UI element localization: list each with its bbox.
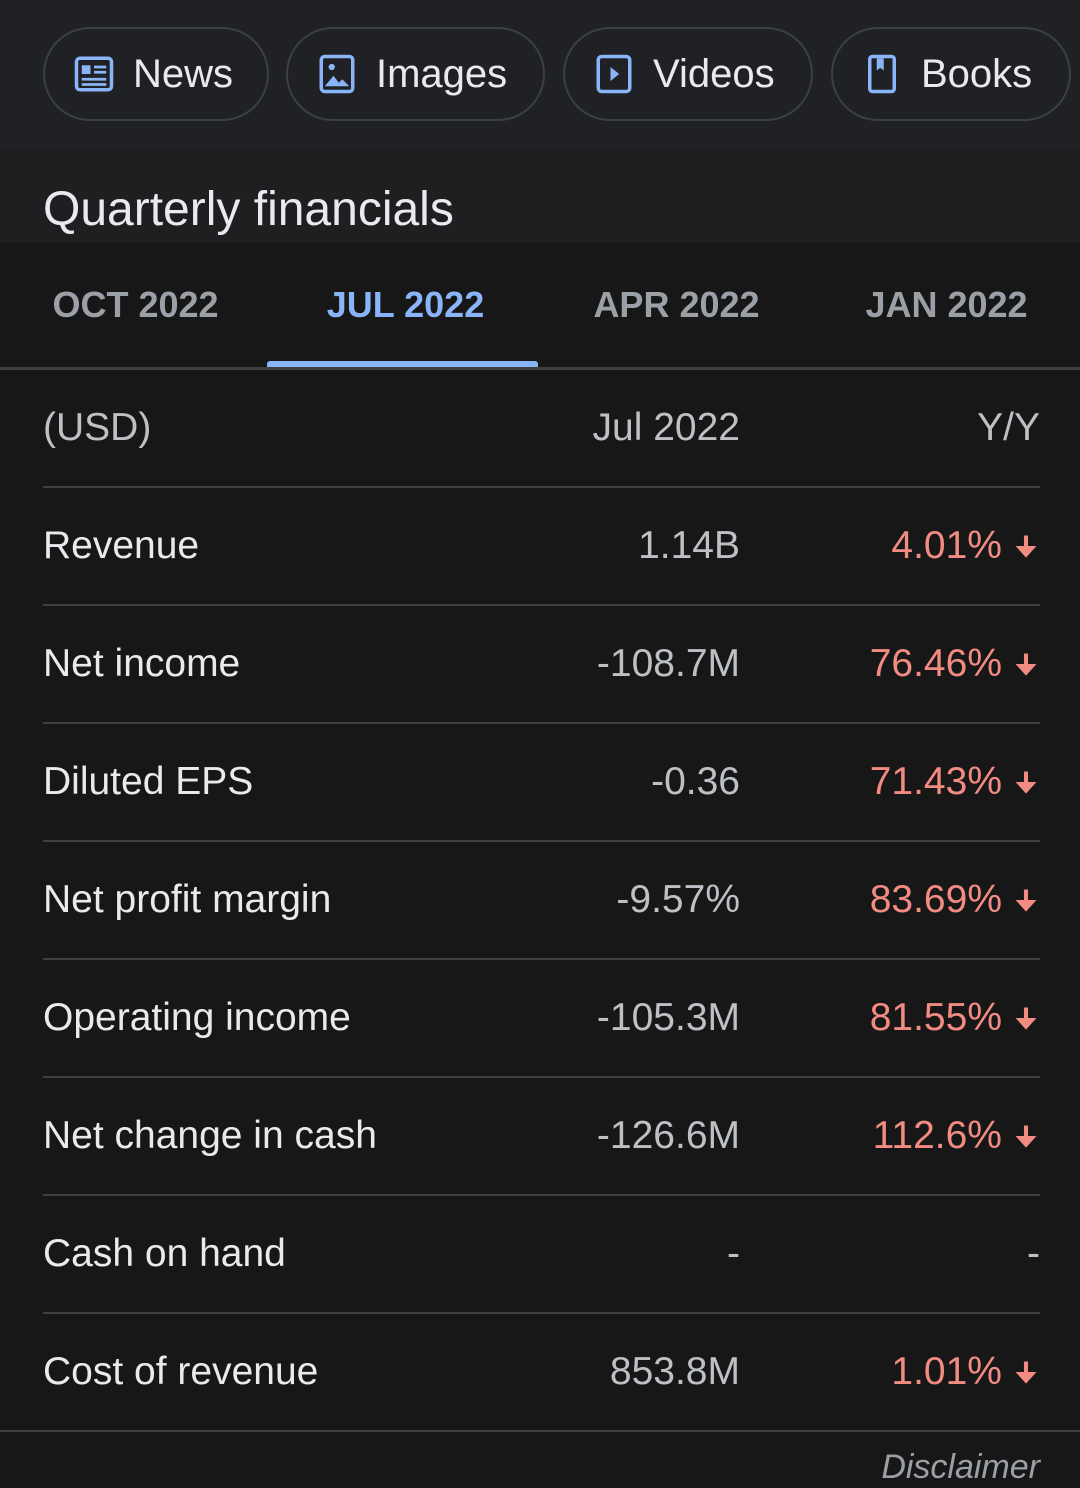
change-text: 81.55% [869, 996, 1002, 1039]
image-icon [319, 54, 355, 94]
tab-oct-2022[interactable]: OCT 2022 [52, 284, 219, 325]
news-icon [74, 56, 114, 92]
row-change: 4.01% [891, 524, 1040, 568]
row-label: Net profit margin [43, 878, 332, 921]
row-label: Operating income [43, 996, 351, 1039]
row-value: -105.3M [596, 996, 740, 1039]
change-text: 71.43% [869, 760, 1002, 803]
table-header: (USD) Jul 2022 Y/Y [43, 370, 1040, 488]
chip-videos[interactable]: Videos [563, 27, 813, 121]
table-row: Diluted EPS -0.36 71.43% [43, 724, 1040, 842]
row-label: Cash on hand [43, 1232, 286, 1275]
row-change: - [1027, 1232, 1040, 1276]
financials-table: (USD) Jul 2022 Y/Y Revenue 1.14B 4.01% Ne… [0, 370, 1080, 1432]
chip-label: Videos [653, 51, 775, 96]
table-row: Net profit margin -9.57% 83.69% [43, 842, 1040, 960]
chip-label: News [133, 51, 234, 96]
row-value: 1.14B [638, 524, 740, 567]
change-text: 4.01% [891, 524, 1002, 567]
row-change: 71.43% [870, 760, 1040, 804]
chip-images[interactable]: Images [286, 27, 545, 121]
row-value: - [727, 1232, 740, 1275]
row-value: 853.8M [609, 1350, 740, 1393]
quarter-tabs: OCT 2022 JUL 2022 APR 2022 JAN 2022 [0, 243, 1080, 370]
change-text: 76.46% [869, 642, 1002, 685]
change-text: 112.6% [872, 1114, 1002, 1157]
table-row: Revenue 1.14B 4.01% [43, 488, 1040, 606]
table-row: Cash on hand - - [43, 1196, 1040, 1314]
row-change: 81.55% [870, 996, 1040, 1040]
row-label: Cost of revenue [43, 1350, 319, 1393]
row-label: Revenue [43, 524, 200, 567]
chip-label: Images [376, 51, 508, 96]
row-change: 83.69% [870, 878, 1040, 922]
table-row: Operating income -105.3M 81.55% [43, 960, 1040, 1078]
table-row: Cost of revenue 853.8M 1.01% [0, 1314, 1080, 1432]
arrow-down-icon [1015, 1125, 1037, 1148]
row-change: 1.01% [891, 1350, 1040, 1394]
arrow-down-icon [1015, 653, 1037, 676]
table-row: Net income -108.7M 76.46% [43, 606, 1040, 724]
change-text: 83.69% [869, 878, 1002, 921]
yoy-header: Y/Y [977, 406, 1040, 449]
arrow-down-icon [1015, 771, 1037, 794]
arrow-down-icon [1015, 889, 1037, 912]
book-icon [868, 54, 896, 94]
row-value: -9.57% [616, 878, 740, 921]
disclaimer-link[interactable]: Disclaimer [881, 1448, 1040, 1486]
chip-news[interactable]: News [43, 27, 269, 121]
row-change: 76.46% [870, 642, 1040, 686]
currency-label: (USD) [43, 406, 152, 449]
change-text: - [1027, 1232, 1040, 1275]
section-title: Quarterly financials [0, 148, 1080, 243]
arrow-down-icon [1015, 535, 1037, 558]
row-value: -0.36 [651, 760, 740, 803]
table-row: Net change in cash -126.6M 112.6% [43, 1078, 1040, 1196]
change-text: 1.01% [891, 1350, 1002, 1393]
row-label: Diluted EPS [43, 760, 254, 803]
tab-jan-2022[interactable]: JAN 2022 [865, 284, 1028, 325]
arrow-down-icon [1015, 1007, 1037, 1030]
row-label: Net income [43, 642, 241, 685]
active-tab-indicator [267, 361, 538, 367]
row-value: -108.7M [596, 642, 740, 685]
chip-books[interactable]: Books [831, 27, 1071, 121]
row-label: Net change in cash [43, 1114, 377, 1157]
chip-label: Books [921, 51, 1033, 96]
row-value: -126.6M [596, 1114, 740, 1157]
period-header: Jul 2022 [592, 406, 740, 449]
video-icon [596, 54, 632, 94]
search-chips-bar: News Images Videos Books [0, 0, 1080, 148]
arrow-down-icon [1015, 1361, 1037, 1384]
tab-jul-2022[interactable]: JUL 2022 [326, 284, 485, 325]
tab-apr-2022[interactable]: APR 2022 [593, 284, 760, 325]
row-change: 112.6% [873, 1114, 1040, 1158]
